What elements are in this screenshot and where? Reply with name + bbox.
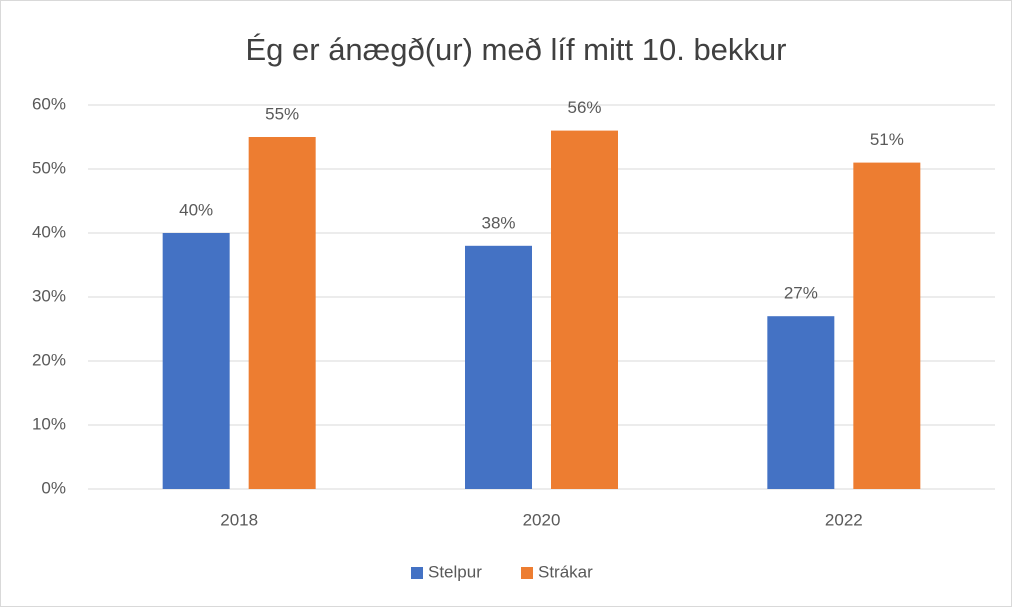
bar xyxy=(551,130,618,489)
data-label: 56% xyxy=(567,98,601,117)
bar xyxy=(853,162,921,489)
y-tick-label: 40% xyxy=(32,222,66,241)
y-tick-label: 60% xyxy=(32,94,66,113)
data-label: 27% xyxy=(784,284,818,303)
data-label: 38% xyxy=(481,213,515,232)
legend-label: Stelpur xyxy=(428,562,482,581)
x-tick-label: 2022 xyxy=(825,510,863,529)
x-tick-label: 2018 xyxy=(220,510,258,529)
y-tick-label: 50% xyxy=(32,158,66,177)
y-tick-label: 30% xyxy=(32,286,66,305)
x-tick-label: 2020 xyxy=(523,510,561,529)
bar xyxy=(248,137,316,489)
y-tick-label: 20% xyxy=(32,350,66,369)
legend-label: Strákar xyxy=(538,562,593,581)
chart-title: Ég er ánægð(ur) með líf mitt 10. bekkur xyxy=(245,32,786,67)
y-tick-label: 0% xyxy=(41,478,66,497)
bar xyxy=(465,245,532,489)
data-label: 55% xyxy=(265,104,299,123)
data-label: 40% xyxy=(179,200,213,219)
legend-swatch xyxy=(411,567,423,579)
bar xyxy=(767,316,835,489)
legend-swatch xyxy=(521,567,533,579)
bar xyxy=(162,233,230,489)
y-tick-label: 10% xyxy=(32,414,66,433)
data-label: 51% xyxy=(870,130,904,149)
